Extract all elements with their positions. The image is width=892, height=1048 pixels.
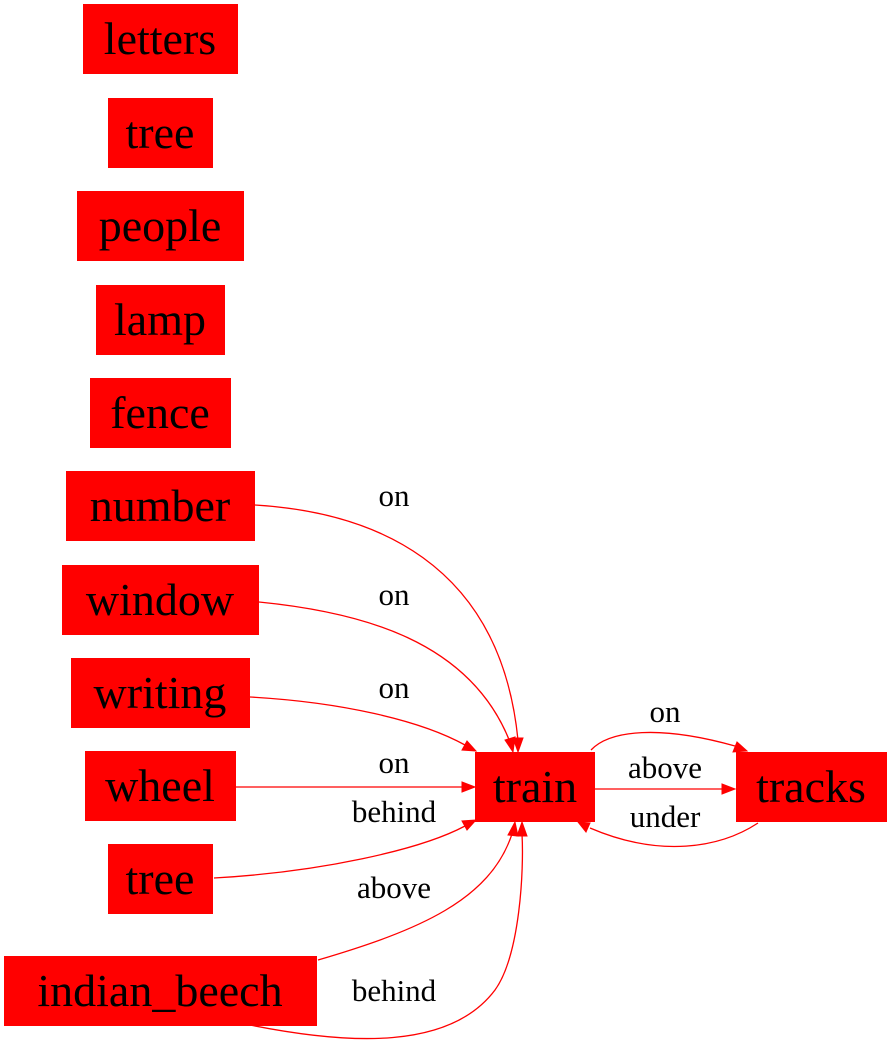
node-tracks: tracks [736, 752, 887, 822]
arrowhead [732, 741, 749, 753]
node-label: people [99, 200, 222, 251]
edge-label: on [379, 577, 411, 612]
edge-train-tracks-above [595, 783, 737, 795]
edge-writing-train [249, 696, 478, 752]
edge-wheel-train [236, 781, 477, 793]
arrowhead [576, 821, 591, 833]
edge-label: on [650, 694, 682, 729]
node-lamp: lamp [96, 285, 225, 355]
node-label: indian_beech [37, 965, 282, 1016]
node-number: number [66, 471, 255, 541]
node-tree: tree [108, 98, 213, 168]
arrowhead [516, 820, 528, 837]
node-wheel: wheel [85, 751, 236, 821]
edges [213, 504, 759, 1040]
arrowhead [461, 740, 478, 752]
edge-labels: on on on on behind above behind on above… [352, 478, 702, 1008]
edge-label: behind [352, 794, 437, 829]
edge-label: under [630, 799, 701, 834]
edge-indianbeech-train-behind [249, 820, 528, 1040]
arrowhead [512, 737, 524, 754]
arrowhead [507, 820, 519, 837]
arrowhead [461, 819, 478, 831]
arrowhead [461, 781, 477, 793]
arrowhead [721, 783, 737, 795]
node-indian-beech: indian_beech [4, 956, 317, 1026]
node-label: wheel [105, 760, 215, 811]
node-label: fence [110, 387, 210, 438]
edge-window-train [258, 601, 516, 754]
nodes: letters tree people lamp fence number wi… [4, 4, 887, 1026]
node-writing: writing [71, 658, 250, 728]
node-letters: letters [83, 4, 238, 74]
node-label: number [90, 480, 231, 531]
edge-label: on [379, 670, 411, 705]
edge-number-train [254, 504, 524, 754]
node-label: tree [126, 107, 195, 158]
node-tree: tree [108, 844, 213, 914]
edge-indianbeech-train-above [317, 820, 519, 961]
node-label: tracks [756, 761, 866, 812]
node-label: lamp [114, 294, 206, 345]
edge-tree-train [213, 819, 478, 879]
node-train: train [475, 752, 595, 822]
edge-label: above [628, 750, 702, 785]
edge-label: behind [352, 973, 437, 1008]
node-label: window [86, 574, 235, 625]
edge-label: above [357, 870, 431, 905]
node-label: letters [104, 13, 216, 64]
node-people: people [77, 191, 244, 261]
node-label: writing [94, 667, 227, 718]
edge-label: on [379, 478, 411, 513]
node-label: tree [126, 853, 195, 904]
edge-train-tracks-on [590, 731, 749, 753]
arrowhead [504, 736, 516, 754]
edge-label: on [379, 745, 411, 780]
node-label: train [493, 761, 577, 812]
edge-tracks-train-under [576, 821, 759, 848]
node-window: window [62, 565, 259, 635]
node-fence: fence [90, 378, 231, 448]
